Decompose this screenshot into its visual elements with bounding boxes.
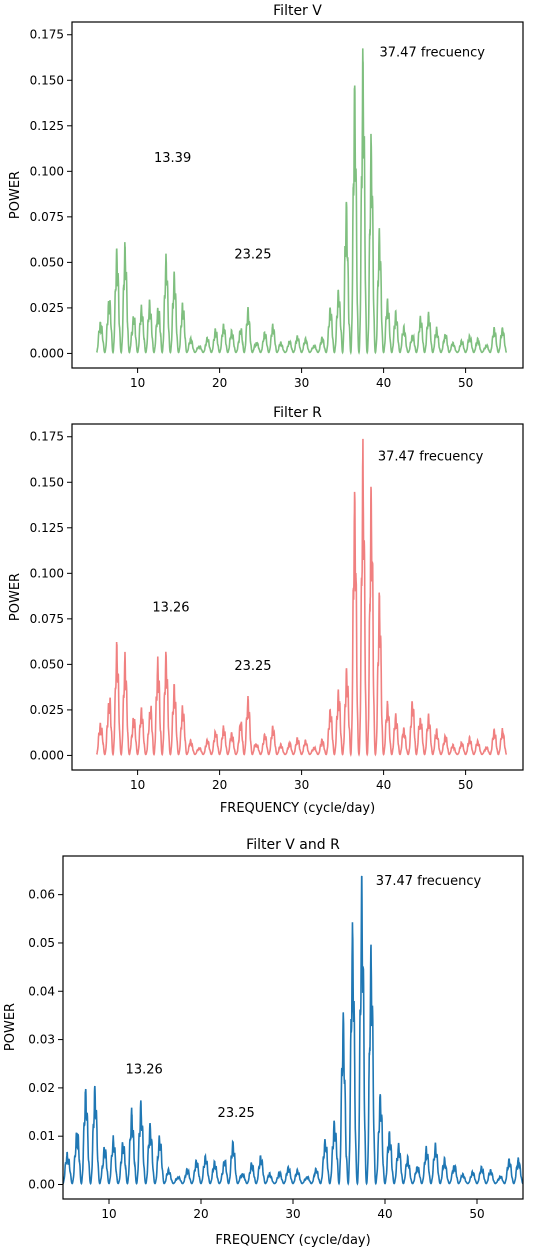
x-tick-label: 30	[285, 1207, 300, 1221]
annotation-1: 37.47 frecuency	[376, 874, 482, 889]
series-line	[95, 48, 508, 356]
annotation-3: 23.25	[234, 659, 271, 674]
chart-title: Filter V and R	[246, 837, 340, 853]
y-tick-label: 0.03	[28, 1033, 55, 1047]
chart-title: Filter R	[273, 405, 322, 421]
chart-title: Filter V	[273, 3, 322, 19]
x-tick-label: 50	[458, 778, 473, 792]
x-tick-label: 40	[376, 778, 391, 792]
x-tick-label: 40	[377, 1207, 392, 1221]
y-tick-label: 0.100	[30, 566, 64, 580]
x-tick-label: 50	[458, 376, 473, 390]
y-tick-label: 0.04	[28, 984, 55, 998]
annotation-2: 13.26	[126, 1062, 163, 1077]
chart-3: Filter V and R 10 20 30 40 50 0.00 0.01 0.02 0.03…	[3, 837, 524, 1248]
x-tick-label: 10	[101, 1207, 116, 1221]
y-tick-label: 0.150	[30, 73, 64, 87]
plot-frame	[71, 423, 524, 771]
annotation-2: 13.39	[154, 151, 191, 166]
x-tick-label: 20	[212, 376, 227, 390]
chart-2: Filter R 10 20 30 40 50 0.000 0.025 0.050 0.075 0.…	[8, 405, 524, 816]
y-tick-label: 0.100	[30, 164, 64, 178]
y-axis-title: POWER	[8, 573, 23, 621]
y-tick-label: 0.000	[30, 748, 64, 762]
x-tick-label: 40	[376, 376, 391, 390]
y-tick-label: 0.06	[28, 888, 55, 902]
series-line	[95, 438, 508, 758]
plot-frame	[71, 21, 524, 369]
x-tick-label: 20	[212, 778, 227, 792]
x-tick-label: 10	[130, 778, 145, 792]
y-tick-label: 0.01	[28, 1129, 55, 1143]
x-tick-label: 30	[294, 778, 309, 792]
x-tick-label: 20	[193, 1207, 208, 1221]
y-tick-label: 0.025	[30, 301, 64, 315]
annotation-2: 13.26	[152, 601, 189, 616]
plot-frame	[62, 855, 524, 1200]
y-tick-label: 0.150	[30, 475, 64, 489]
annotation-3: 23.25	[218, 1106, 255, 1121]
y-tick-label: 0.075	[30, 612, 64, 626]
annotation-1: 37.47 frecuency	[380, 46, 486, 61]
chart-1: Filter V 10 20 30 40 50 0.000 0.025 0.050 0.075 0.…	[8, 3, 524, 390]
x-tick-label: 50	[469, 1207, 484, 1221]
x-axis-title: FREQUENCY (cycle/day)	[215, 1233, 370, 1248]
y-tick-label: 0.02	[28, 1081, 55, 1095]
x-tick-label: 10	[130, 376, 145, 390]
y-tick-label: 0.050	[30, 657, 64, 671]
y-tick-label: 0.075	[30, 210, 64, 224]
y-tick-label: 0.125	[30, 521, 64, 535]
y-tick-label: 0.125	[30, 119, 64, 133]
x-axis-title: FREQUENCY (cycle/day)	[220, 801, 375, 816]
y-tick-label: 0.175	[30, 28, 64, 42]
annotation-3: 23.25	[234, 248, 271, 263]
x-tick-label: 30	[294, 376, 309, 390]
y-tick-label: 0.175	[30, 430, 64, 444]
y-axis-title: POWER	[3, 1003, 18, 1051]
y-tick-label: 0.00	[28, 1178, 55, 1192]
annotation-1: 37.47 frecuency	[378, 449, 484, 464]
y-tick-label: 0.000	[30, 346, 64, 360]
series-line	[63, 875, 523, 1186]
y-tick-label: 0.025	[30, 703, 64, 717]
y-axis-title: POWER	[8, 171, 23, 219]
y-tick-label: 0.05	[28, 936, 55, 950]
y-tick-label: 0.050	[30, 255, 64, 269]
